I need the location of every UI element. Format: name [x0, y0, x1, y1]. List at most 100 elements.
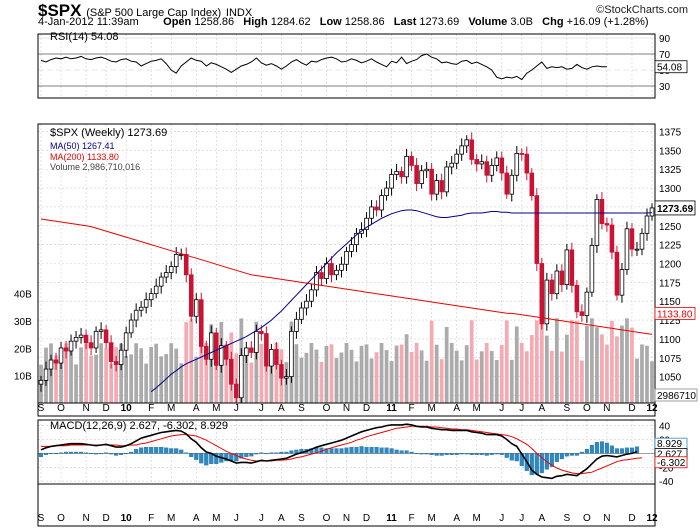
volume-bar: [344, 342, 349, 403]
macd-histogram-bar: [184, 452, 189, 454]
volume-bar: [134, 343, 139, 403]
volume-bar: [174, 348, 179, 403]
x-tick-label: D: [363, 513, 370, 524]
candle-body: [43, 368, 49, 381]
candle-body: [249, 347, 254, 353]
volume-bar: [334, 358, 339, 403]
candle-body: [78, 334, 84, 338]
volume-bar: [414, 342, 419, 403]
volume-bar: [650, 361, 654, 403]
x-tick-label: F: [148, 403, 154, 414]
x-tick-label: O: [57, 513, 65, 524]
macd-histogram-bar: [609, 445, 614, 454]
candle-body: [314, 272, 319, 291]
candle-body: [589, 245, 595, 293]
volume-bar: [274, 343, 279, 403]
volume-bar: [369, 358, 374, 403]
price-legend: $SPX (Weekly) 1273.69: [50, 127, 167, 139]
volume-bar: [354, 361, 359, 403]
x-tick-label: A: [453, 403, 460, 414]
x-tick-label: J: [234, 513, 239, 524]
volume-last-box: [654, 388, 698, 402]
x-tick-label: M: [212, 513, 220, 524]
macd-histogram-bar: [514, 453, 519, 462]
volume-bar: [454, 350, 459, 403]
candle-body: [219, 345, 224, 366]
macd-line: [40, 423, 638, 480]
x-tick-label: A: [453, 513, 460, 524]
volume-bar: [244, 349, 249, 403]
candle-body: [168, 266, 174, 273]
candle-body: [349, 244, 354, 252]
candle-body: [344, 251, 349, 265]
rsi-tick: 70: [659, 50, 671, 61]
volume-bar: [119, 343, 124, 403]
candle-body: [128, 319, 134, 334]
volume-legend: Volume 2,986,710,016: [50, 162, 140, 172]
macd-histogram-bar: [559, 453, 564, 460]
legends: RSI(14) 54.08 $SPX (Weekly) 1273.69 MA(5…: [50, 31, 228, 432]
volume-bar: [499, 345, 504, 403]
volume-bar: [269, 353, 274, 403]
volume-bar: [249, 362, 254, 403]
price-tick: 1300: [659, 184, 682, 195]
x-tick-label: N: [82, 513, 89, 524]
candle-body: [519, 153, 525, 155]
candle-body: [123, 332, 129, 351]
candle-body: [379, 195, 384, 211]
price-tick: 1150: [659, 297, 681, 308]
symbol: $SPX: [38, 1, 82, 20]
volume-bar: [424, 360, 429, 403]
macd-last-label: 2.627: [657, 450, 682, 461]
x-tick-label: F: [409, 513, 415, 524]
macd-histogram-bar: [424, 453, 429, 455]
macd-histogram-bar: [69, 451, 74, 454]
macd-histogram-bar: [374, 446, 379, 454]
macd-histogram-bar: [484, 453, 489, 456]
macd-histogram-bar: [94, 453, 99, 455]
volume-bar: [474, 359, 479, 403]
volume-label: Volume: [468, 16, 508, 28]
candle-body: [459, 145, 464, 155]
x-tick-label: 11: [386, 513, 397, 524]
candle-body: [469, 139, 474, 160]
symbol-name: (S&P 500 Large Cap Index): [86, 7, 222, 19]
candle-body: [38, 379, 44, 385]
macd-histogram-bar: [53, 453, 59, 455]
candle-body: [224, 345, 229, 360]
volume-bar: [549, 350, 554, 403]
candle-body: [564, 249, 570, 286]
candle-body: [183, 254, 189, 276]
candle-body: [239, 355, 244, 399]
timestamp: 4-Jan-2012 11:39am: [38, 16, 139, 28]
exchange: INDX: [225, 7, 253, 19]
macd-histogram-bar: [234, 453, 239, 462]
macd-histogram-bar: [534, 453, 539, 475]
candle-body: [229, 358, 234, 385]
rsi-tick: 30: [659, 82, 671, 93]
candle-body: [449, 162, 454, 168]
rsi-legend: RSI(14) 54.08: [50, 31, 118, 43]
volume-bar: [544, 335, 549, 403]
volume-bar: [114, 347, 119, 403]
x-tick-label: J: [234, 403, 239, 414]
candle-body: [419, 170, 424, 184]
price-tick: 1375: [659, 128, 682, 139]
candle-body: [284, 376, 289, 379]
volume-bar: [319, 361, 324, 403]
volume-last-label: 2986710: [657, 391, 696, 402]
macd-histogram-bar: [444, 453, 449, 455]
volume-bar: [359, 345, 364, 403]
candle-body: [639, 232, 645, 250]
macd-histogram-bar: [249, 453, 254, 457]
price-tick: 1175: [659, 278, 681, 289]
candle-body: [73, 336, 79, 342]
candle-body: [193, 299, 199, 317]
candle-body: [234, 383, 239, 399]
volume-bar: [419, 350, 424, 403]
macd-histogram-bar: [624, 447, 629, 454]
macd-histogram-bar: [399, 450, 404, 454]
x-tick-label: M: [427, 403, 435, 414]
macd-histogram-bar: [144, 446, 149, 454]
x-tick-label: O: [323, 513, 331, 524]
